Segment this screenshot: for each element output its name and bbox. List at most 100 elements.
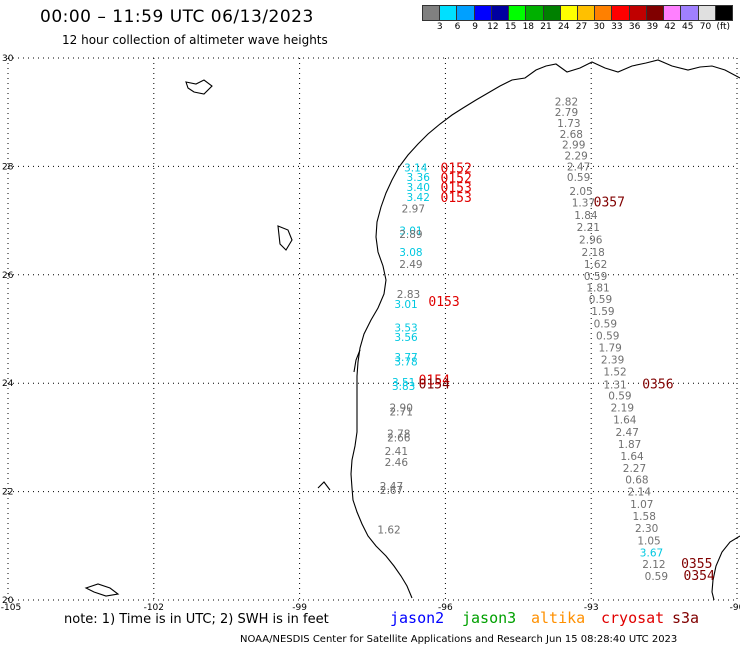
- wave-height-label: 2.68: [560, 129, 583, 141]
- colorbar-label: 30: [593, 22, 605, 32]
- wave-height-label: 0.59: [567, 172, 590, 184]
- wave-height-label: 1.81: [586, 282, 609, 294]
- yucatan-coast: [711, 535, 740, 601]
- colorbar-label: 24: [558, 22, 570, 32]
- latitude-tick-label: 20: [2, 596, 14, 606]
- wave-height-label: 0.59: [596, 331, 619, 343]
- satellite-legend-jason3: jason3: [462, 609, 517, 627]
- wave-height-label: 2.82: [555, 96, 578, 108]
- wave-height-label: 2.30: [635, 523, 658, 535]
- colorbar-labels: 3 6 9 12 15 18 21 24 27 30 33 36 39 42 45 70 (ft): [422, 22, 732, 34]
- island-shape: [84, 583, 120, 597]
- wave-height-label: 3.01: [399, 225, 422, 237]
- wave-height-label: 3.08: [399, 247, 422, 259]
- wave-height-label: 2.47: [616, 427, 639, 439]
- pass-time-label: 0355: [681, 557, 712, 572]
- observation-labels: 2.822.791.732.682.992.292.470.592.051.37…: [377, 96, 715, 584]
- axis-labels: -105 -102 -99 -96 -93 -90 30 28 26 24 22 20: [1, 54, 740, 613]
- wave-height-label: 3.14: [404, 162, 428, 174]
- wave-height-colorbar: [422, 5, 733, 21]
- wave-height-label: 1.58: [633, 511, 656, 523]
- colorbar-label: 9: [472, 22, 479, 32]
- colorbar-label: 21: [540, 22, 552, 32]
- latitude-tick-label: 28: [2, 162, 14, 172]
- wave-height-label: 0.59: [589, 294, 612, 306]
- pass-time-label: 0154: [419, 377, 450, 392]
- wave-height-label: 1.05: [637, 535, 660, 547]
- wave-height-label: 0.59: [594, 319, 617, 331]
- wave-height-label: 1.52: [603, 366, 626, 378]
- wave-height-label: 3.78: [394, 357, 417, 369]
- longitude-tick-label: -96: [438, 603, 453, 613]
- wave-height-label: 1.87: [618, 439, 641, 451]
- colorbar-label: 15: [504, 22, 517, 32]
- wave-height-label: 2.79: [555, 107, 578, 119]
- map-subtitle: 12 hour collection of altimeter wave hei…: [62, 33, 328, 47]
- wave-height-label: 3.42: [407, 192, 430, 204]
- wave-height-label: 1.59: [591, 306, 614, 318]
- wave-height-label: 1.64: [613, 415, 637, 427]
- wave-height-label: 2.05: [569, 186, 592, 198]
- wave-height-label: 1.84: [574, 210, 598, 222]
- pass-time-label: 0354: [684, 569, 715, 584]
- wave-height-label: 2.96: [579, 235, 603, 247]
- wave-height-label: 2.27: [623, 463, 646, 475]
- pass-time-label: 0356: [642, 377, 673, 392]
- pass-time-label: 0357: [594, 196, 625, 211]
- pass-time-label: 0154: [419, 373, 450, 388]
- wave-height-label: 2.46: [385, 457, 409, 469]
- map-title: 00:00 – 11:59 UTC 06/13/2023: [40, 7, 314, 27]
- wave-height-label: 2.47: [380, 481, 403, 493]
- longitude-tick-label: -93: [584, 603, 599, 613]
- longitude-tick-label: -102: [144, 603, 164, 613]
- latitude-tick-label: 26: [2, 271, 14, 281]
- colorbar-label: 36: [628, 22, 641, 32]
- colorbar-label: 39: [646, 22, 659, 32]
- wave-height-label: 0.59: [645, 571, 668, 583]
- wave-height-label: 1.73: [557, 118, 580, 130]
- wave-height-label: 3.83: [392, 381, 415, 393]
- wave-height-label: 2.18: [581, 247, 604, 259]
- latitude-tick-label: 24: [2, 379, 14, 389]
- wave-height-label: 0.68: [625, 475, 648, 487]
- wave-height-label: 3.36: [407, 172, 431, 184]
- wave-height-label: 2.19: [611, 403, 634, 415]
- colorbar-label: 70: [699, 22, 712, 32]
- colorbar-label: 42: [664, 22, 676, 32]
- wave-height-label: 3.53: [394, 322, 417, 334]
- latitude-tick-label: 30: [2, 54, 14, 64]
- wave-height-label: 2.83: [397, 289, 420, 301]
- colorbar-label: (ft): [716, 22, 730, 32]
- wave-height-label: 3.56: [394, 332, 418, 344]
- wave-height-label: 2.39: [601, 354, 624, 366]
- satellite-legend-altika: altika: [531, 609, 586, 627]
- longitude-tick-label: -90: [730, 603, 740, 613]
- colorbar-label: 6: [454, 22, 461, 32]
- wave-height-label: 2.71: [390, 406, 413, 418]
- footnote: note: 1) Time is in UTC; 2) SWH is in fe…: [64, 612, 329, 627]
- wave-height-label: 2.29: [564, 151, 587, 163]
- wave-height-label: 3.67: [640, 547, 663, 559]
- wave-height-label: 2.90: [390, 403, 413, 415]
- pass-time-label: 0153: [441, 191, 472, 206]
- colorbar-swatch: [714, 5, 733, 21]
- colorbar-label: 45: [682, 22, 694, 32]
- wave-height-label: 2.21: [577, 222, 600, 234]
- colorbar-label: 27: [575, 22, 588, 32]
- wave-height-label: 2.89: [399, 229, 422, 241]
- satellite-legend-s3a: s3a: [672, 609, 700, 627]
- satellite-legend-cryosat: cryosat: [601, 609, 665, 627]
- mexico-inland-lake: [317, 481, 331, 491]
- wave-height-label: 0.59: [584, 271, 607, 283]
- wave-height-label: 1.79: [598, 342, 621, 354]
- pass-time-label: 0153: [441, 181, 472, 196]
- longitude-tick-label: -99: [292, 603, 307, 613]
- wave-height-label: 2.99: [562, 140, 585, 152]
- wave-height-label: 1.62: [584, 259, 607, 271]
- colorbar-label: 3: [436, 22, 443, 32]
- lat-lon-grid: [7, 57, 738, 601]
- wave-height-label: 2.66: [387, 432, 411, 444]
- latitude-tick-label: 22: [2, 488, 13, 498]
- wave-height-label: 2.67: [380, 485, 403, 497]
- wave-height-label: 1.64: [620, 451, 644, 463]
